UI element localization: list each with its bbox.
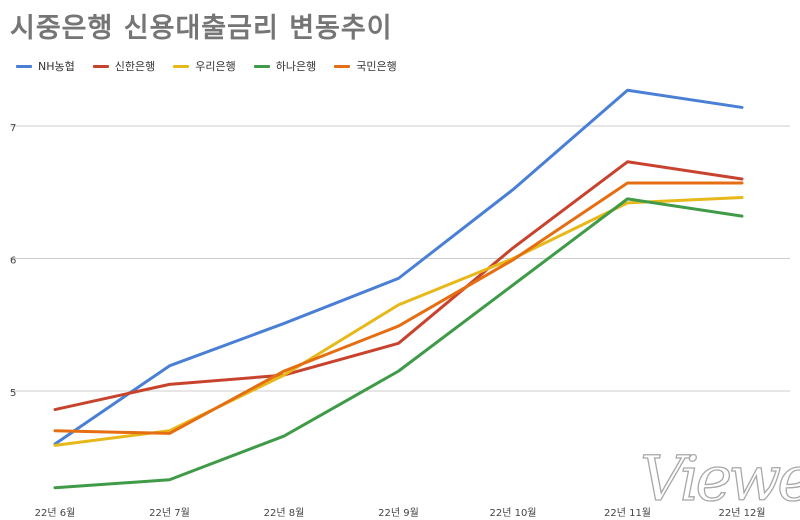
series-line-0[interactable] bbox=[53, 88, 744, 446]
chart-title: 시중은행 신용대출금리 변동추이 bbox=[10, 13, 393, 44]
legend-swatch-woori bbox=[173, 64, 190, 68]
x-tick-label: 22년 9월 bbox=[378, 507, 419, 519]
legend-swatch-nh bbox=[16, 64, 32, 68]
series-line-3[interactable] bbox=[53, 197, 744, 490]
y-tick-label: 6 bbox=[10, 256, 16, 267]
legend-item-shinhan[interactable]: 신한은행 bbox=[92, 58, 156, 74]
legend-item-nh[interactable]: NH농협 bbox=[16, 58, 75, 74]
legend-swatch-kookmin bbox=[334, 64, 351, 68]
y-tick-label: 5 bbox=[10, 388, 16, 399]
series-line-4[interactable] bbox=[53, 181, 744, 435]
chart-legend: NH농협 신한은행 우리은행 하나은행 국민은행 bbox=[16, 58, 397, 74]
x-tick-label: 22년 8월 bbox=[264, 507, 305, 519]
y-tick-label: 7 bbox=[10, 123, 16, 134]
x-tick-label: 22년 7월 bbox=[149, 507, 190, 519]
legend-label-shinhan: 신한은행 bbox=[114, 60, 156, 73]
legend-label-nh: NH농협 bbox=[38, 60, 75, 73]
legend-item-woori[interactable]: 우리은행 bbox=[173, 58, 236, 74]
x-tick-label: 22년 11월 bbox=[604, 507, 651, 519]
legend-label-kookmin: 국민은행 bbox=[356, 60, 397, 73]
series-line-1[interactable] bbox=[53, 160, 744, 412]
legend-swatch-hana bbox=[253, 64, 270, 68]
series-line-2[interactable] bbox=[53, 196, 744, 447]
viewers-watermark: Viewers bbox=[640, 442, 800, 515]
legend-swatch-shinhan bbox=[92, 64, 109, 68]
x-axis-ticks: 22년 6월 22년 7월 22년 8월 22년 9월 22년 10월 22년 11월 22… bbox=[35, 507, 766, 519]
x-tick-label: 22년 10월 bbox=[489, 507, 536, 519]
legend-label-woori: 우리은행 bbox=[195, 60, 236, 73]
legend-label-hana: 하나은행 bbox=[275, 60, 317, 73]
y-axis-ticks: 5 6 7 bbox=[10, 123, 16, 399]
legend-item-kookmin[interactable]: 국민은행 bbox=[334, 58, 397, 74]
series-lines bbox=[53, 88, 744, 490]
legend-item-hana[interactable]: 하나은행 bbox=[253, 58, 317, 74]
x-tick-label: 22년 12월 bbox=[718, 507, 765, 519]
x-tick-label: 22년 6월 bbox=[35, 507, 76, 519]
gridlines bbox=[10, 125, 790, 392]
